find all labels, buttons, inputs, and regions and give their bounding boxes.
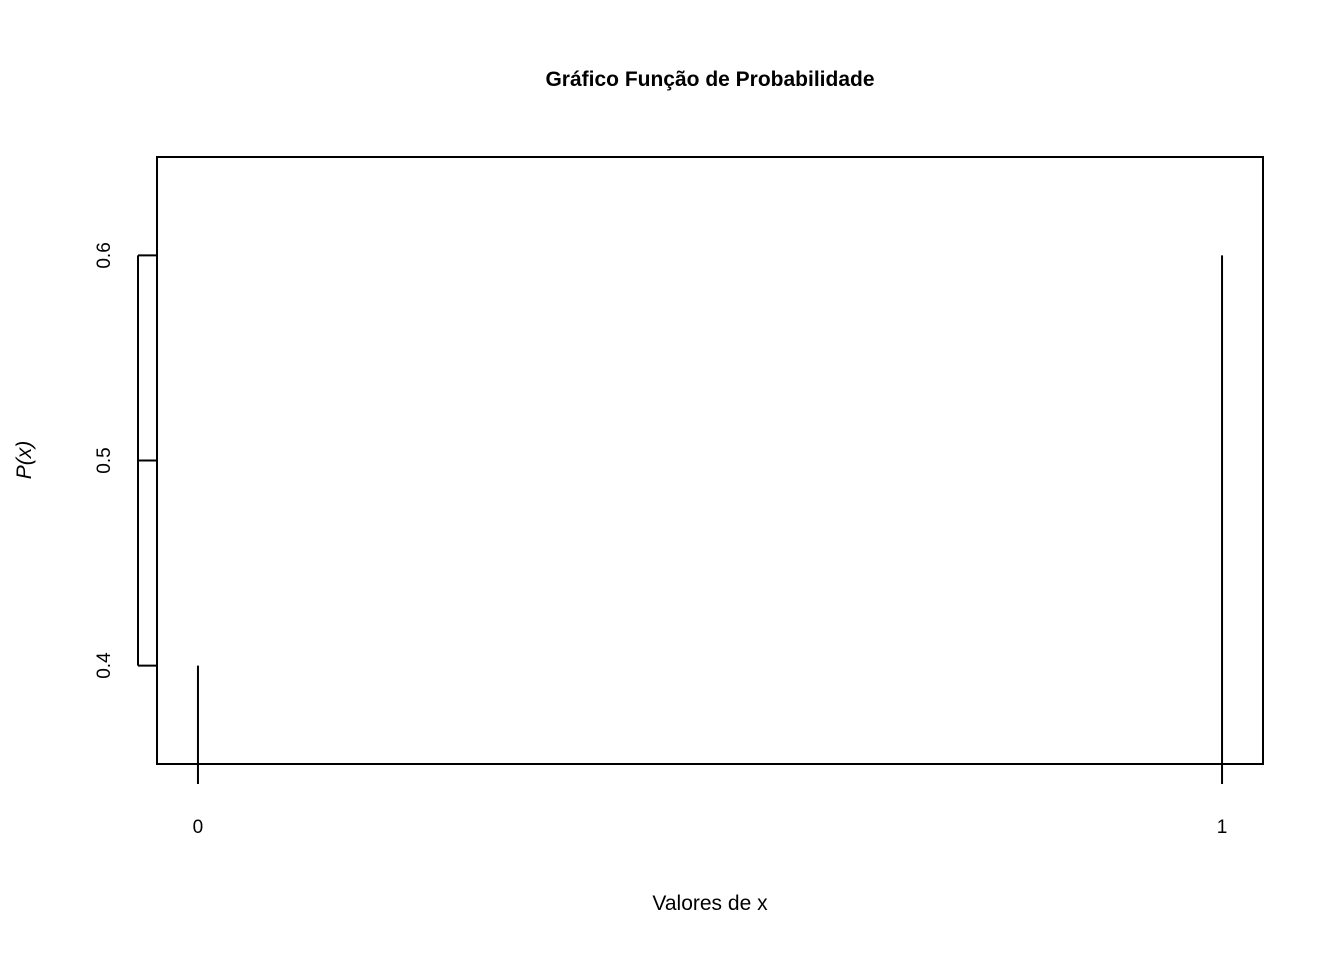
probability-bars	[196, 255, 1224, 764]
x-tick-label: 0	[193, 817, 204, 838]
y-tick-label: 0.6	[94, 242, 115, 268]
y-tick-label: 0.5	[94, 447, 115, 473]
chart-title: Gráfico Função de Probabilidade	[545, 68, 874, 91]
y-axis: 0.4 0.5 0.6	[94, 242, 157, 679]
y-axis-label: P(x)	[13, 441, 36, 480]
x-axis-label: Valores de x	[652, 892, 768, 915]
plot-frame	[156, 156, 1264, 765]
y-tick-label: 0.4	[94, 652, 115, 679]
x-tick-label: 1	[1217, 817, 1228, 838]
